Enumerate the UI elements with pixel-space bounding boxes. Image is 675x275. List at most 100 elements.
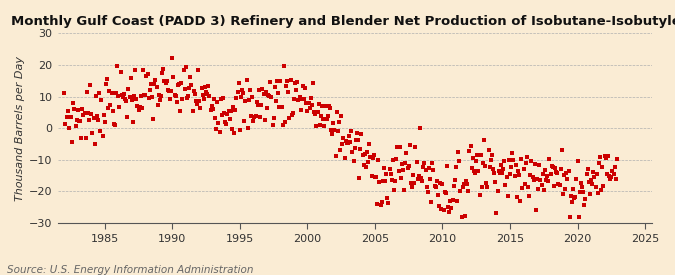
Point	[237, 88, 248, 93]
Point	[207, 104, 217, 109]
Point	[529, 162, 540, 166]
Point	[374, 180, 385, 185]
Point	[144, 88, 155, 92]
Point	[473, 169, 484, 173]
Point	[74, 119, 84, 123]
Point	[256, 103, 267, 107]
Point	[239, 118, 250, 123]
Point	[175, 108, 186, 113]
Point	[170, 94, 181, 99]
Point	[379, 179, 390, 183]
Point	[225, 109, 236, 113]
Point	[221, 122, 232, 126]
Point	[392, 144, 403, 149]
Point	[294, 94, 305, 99]
Point	[543, 179, 554, 183]
Point	[421, 185, 432, 189]
Point	[508, 158, 519, 162]
Point	[586, 178, 597, 182]
Point	[535, 178, 546, 182]
Point	[581, 172, 592, 177]
Point	[437, 182, 448, 186]
Point	[213, 121, 224, 125]
Point	[434, 204, 445, 208]
Point	[547, 165, 558, 169]
Point	[176, 81, 187, 86]
Point	[409, 180, 420, 185]
Point	[232, 90, 243, 94]
Point	[134, 105, 145, 109]
Point	[234, 81, 244, 86]
Point	[603, 174, 614, 178]
Point	[169, 92, 180, 97]
Point	[389, 179, 400, 183]
Point	[193, 68, 204, 73]
Point	[357, 153, 368, 158]
Point	[479, 138, 489, 142]
Point	[242, 126, 253, 130]
Point	[76, 136, 86, 140]
Point	[462, 182, 472, 186]
Point	[420, 168, 431, 172]
Point	[438, 208, 449, 213]
Point	[460, 214, 470, 219]
Point	[219, 111, 230, 116]
Point	[192, 102, 202, 106]
Point	[365, 155, 376, 160]
Point	[403, 164, 414, 169]
Point	[238, 91, 248, 96]
Point	[271, 99, 281, 103]
Point	[301, 101, 312, 106]
Point	[304, 106, 315, 110]
Point	[464, 149, 475, 153]
Point	[129, 94, 140, 98]
Point	[566, 193, 576, 198]
Point	[453, 150, 464, 154]
Point	[411, 160, 422, 164]
Point	[266, 95, 277, 100]
Point	[396, 162, 407, 166]
Point	[281, 84, 292, 88]
Point	[248, 119, 259, 123]
Point	[283, 90, 294, 95]
Point	[190, 98, 201, 103]
Point	[276, 105, 287, 109]
Point	[140, 93, 151, 97]
Point	[230, 108, 241, 112]
Point	[275, 79, 286, 83]
Point	[84, 118, 95, 122]
Point	[446, 206, 457, 210]
Point	[562, 177, 573, 181]
Point	[406, 184, 417, 189]
Text: Source: U.S. Energy Information Administration: Source: U.S. Energy Information Administ…	[7, 265, 253, 275]
Point	[570, 195, 580, 200]
Point	[261, 105, 272, 110]
Point	[95, 129, 106, 134]
Point	[481, 180, 492, 185]
Point	[463, 189, 474, 193]
Point	[375, 203, 386, 208]
Point	[475, 153, 486, 158]
Point	[244, 98, 254, 102]
Point	[560, 187, 570, 191]
Point	[480, 163, 491, 168]
Point	[583, 180, 594, 184]
Point	[112, 64, 123, 68]
Point	[452, 199, 462, 203]
Point	[138, 68, 148, 72]
Point	[589, 175, 600, 179]
Point	[78, 113, 89, 118]
Point	[423, 166, 434, 170]
Point	[608, 172, 619, 176]
Point	[330, 154, 341, 158]
Point	[65, 115, 76, 119]
Point	[249, 114, 260, 119]
Point	[416, 179, 427, 183]
Point	[385, 171, 396, 176]
Point	[210, 116, 221, 120]
Point	[573, 214, 584, 219]
Point	[518, 167, 529, 171]
Point	[136, 94, 146, 98]
Point	[583, 167, 593, 171]
Point	[491, 211, 502, 215]
